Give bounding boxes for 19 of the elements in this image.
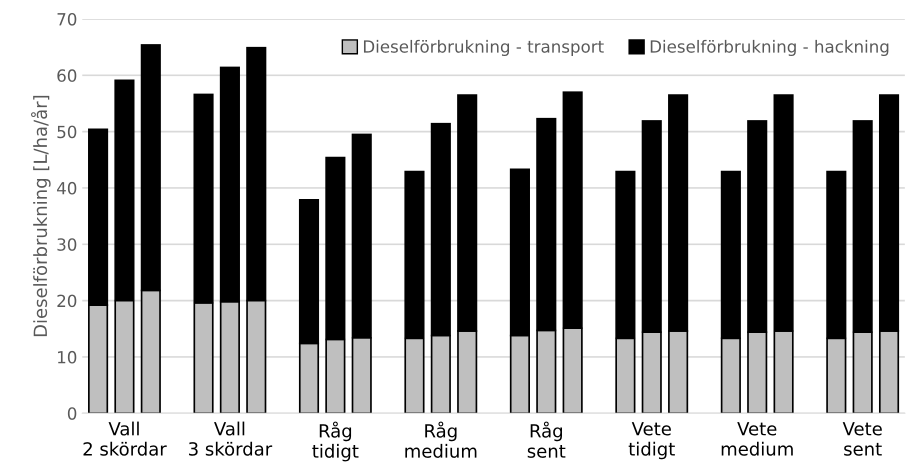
- y-tick-label: 50: [57, 126, 76, 138]
- y-axis-title: Dieselförbrukning [L/ha/år]: [31, 96, 51, 336]
- x-tick-label: Vete medium: [722, 422, 793, 456]
- y-tick-label: 20: [57, 294, 76, 308]
- x-tick-label: Vall 3 skördar: [189, 422, 272, 456]
- x-tick-label: Vete tidigt: [628, 422, 675, 460]
- y-tick-label: 70: [58, 12, 76, 26]
- legend-label: Dieselförbrukning - hackning: [650, 40, 888, 56]
- y-tick-label: 0: [68, 407, 76, 420]
- y-tick-label: 60: [57, 69, 76, 82]
- x-tick-label: Vall 2 skördar: [84, 422, 167, 456]
- x-tick-label: Råg sent: [528, 422, 566, 458]
- y-tick-label: 40: [57, 182, 76, 195]
- y-tick-label: 30: [57, 238, 76, 251]
- x-tick-label: Råg tidigt: [312, 422, 358, 462]
- x-tick-label: Vete sent: [842, 422, 882, 456]
- y-tick-label: 10: [58, 350, 76, 364]
- legend-label: Dieselförbrukning - transport: [364, 40, 604, 56]
- x-tick-label: Råg medium: [405, 422, 476, 458]
